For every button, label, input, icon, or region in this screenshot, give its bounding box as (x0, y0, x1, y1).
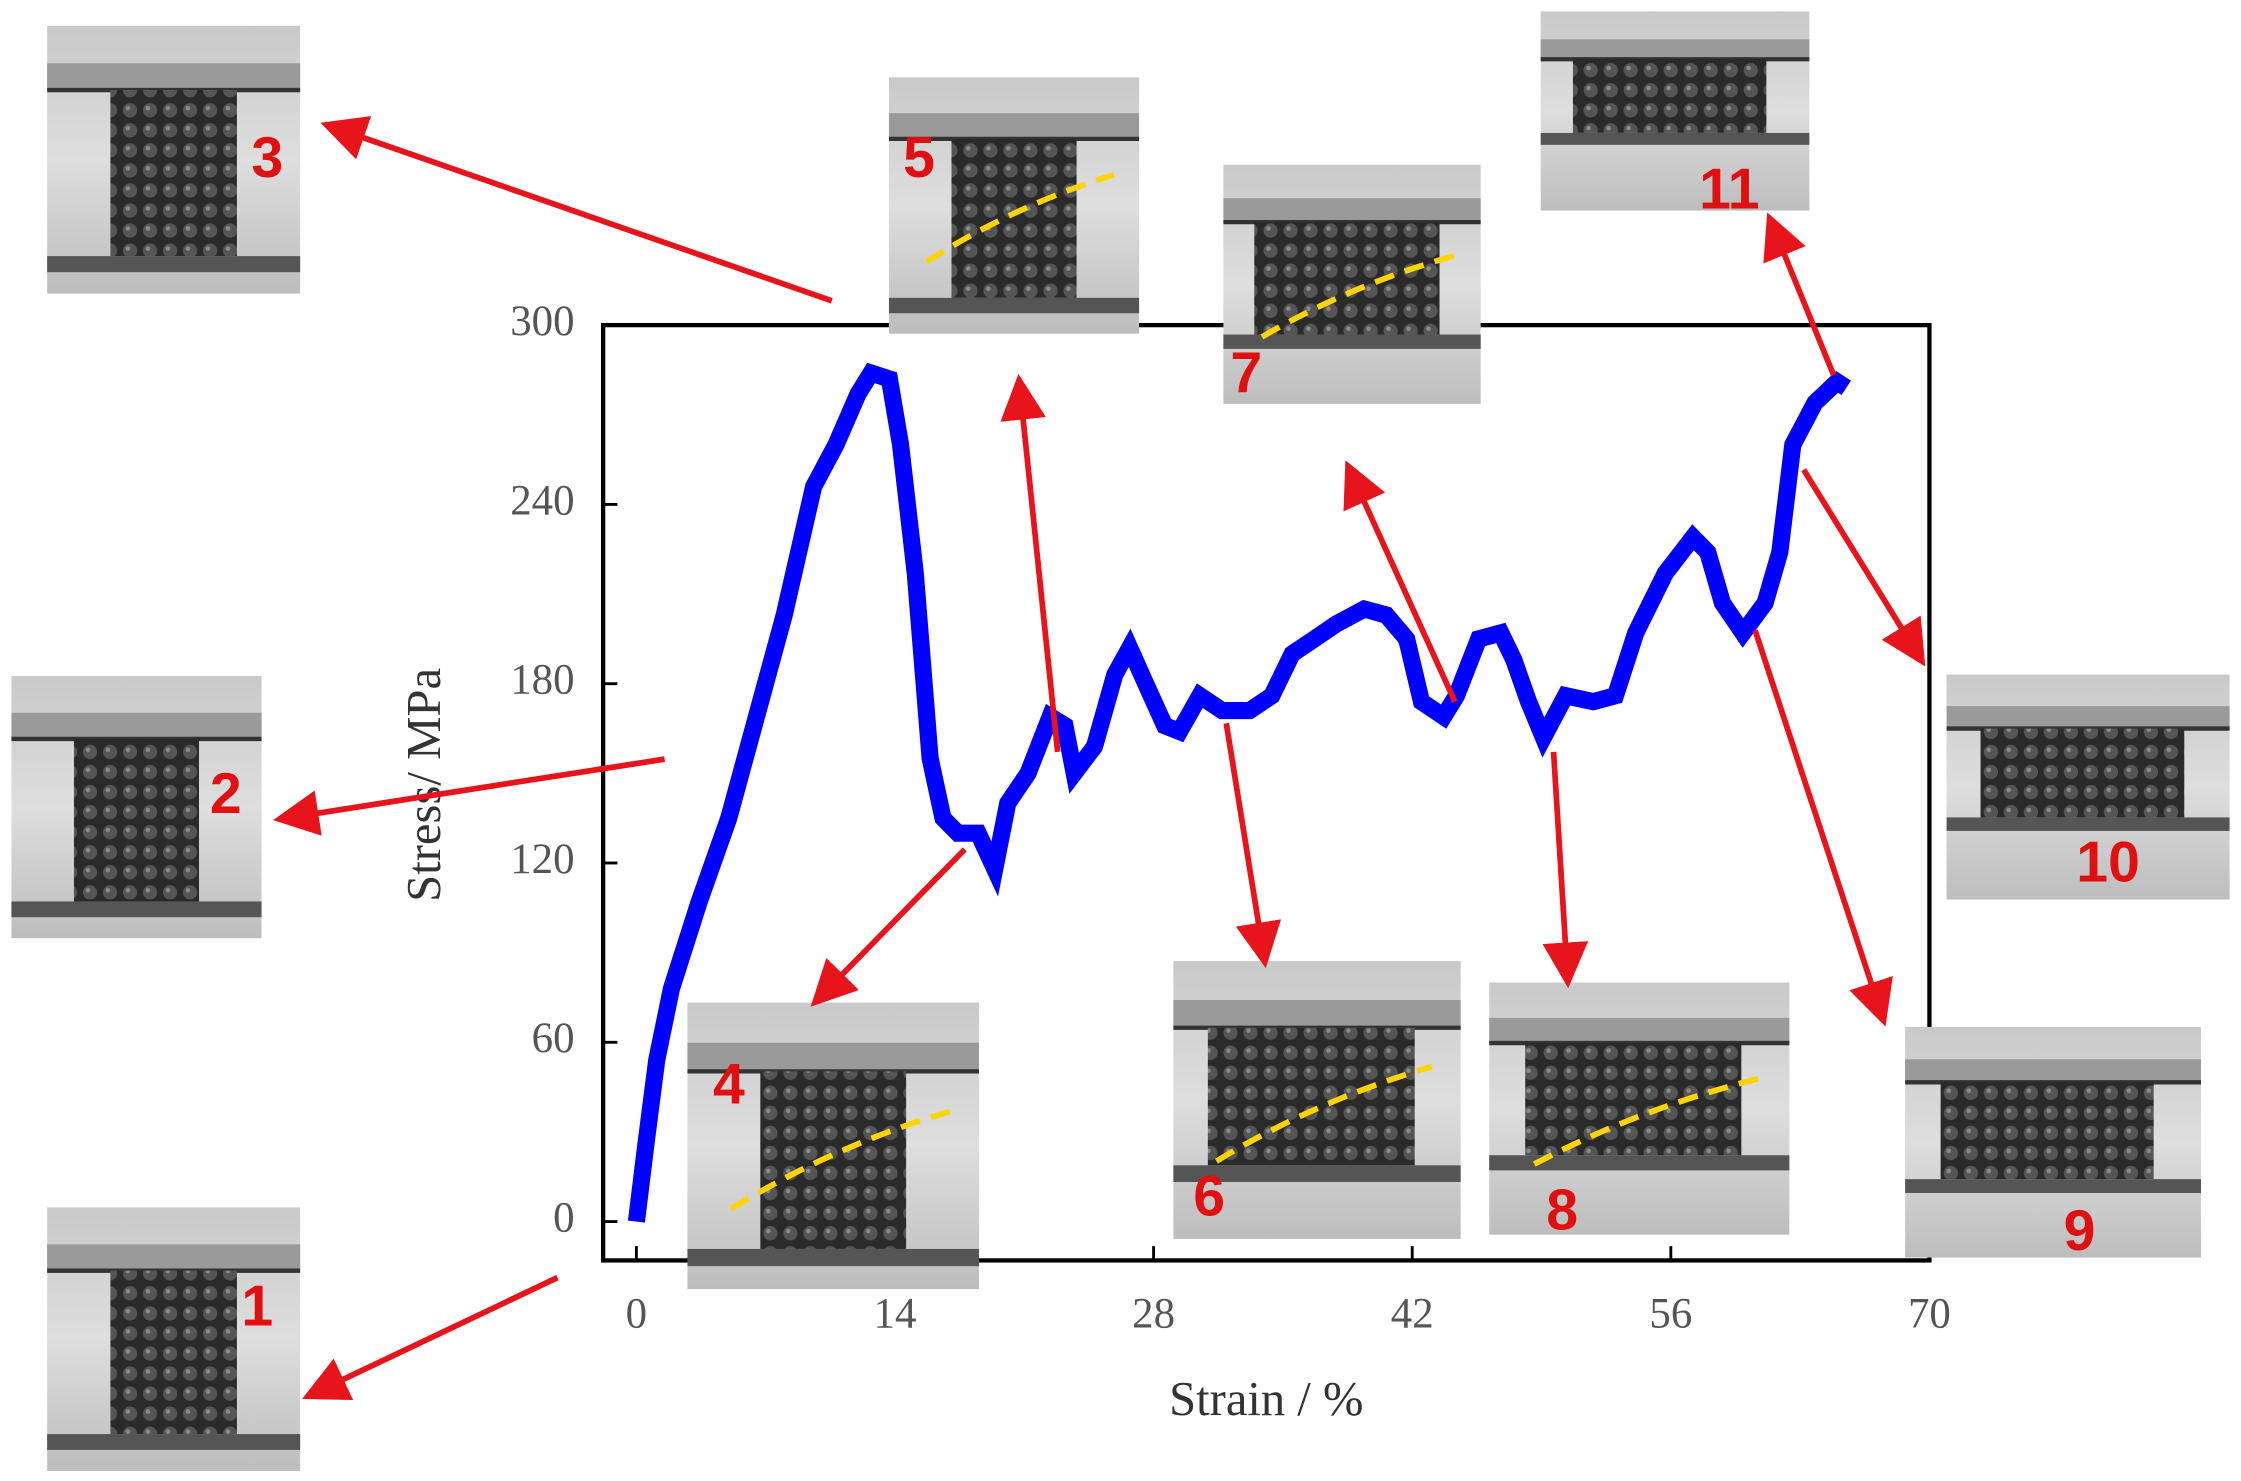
top-platen (888, 113, 1140, 139)
top-platen (1540, 39, 1810, 60)
photo-number: 1 (241, 1275, 273, 1339)
y-axis-label: Stress/ MPa (397, 668, 451, 902)
x-tick-label: 56 (1649, 1291, 1692, 1338)
lattice (1207, 1027, 1415, 1166)
photo-number: 8 (1546, 1179, 1578, 1243)
x-tick-label: 28 (1132, 1291, 1175, 1338)
y-tick-label: 120 (510, 836, 574, 883)
top-platen (11, 712, 262, 739)
specimen-photo: 2 (11, 676, 262, 939)
pointer-arrow (302, 1275, 559, 1401)
specimen-photo: 3 (47, 25, 301, 294)
pointer-arrow (1000, 373, 1061, 753)
photo-number: 2 (210, 762, 242, 826)
photo-number: 5 (903, 126, 935, 190)
stress-curve (627, 362, 1851, 1223)
specimen-photo: 10 (1946, 674, 2230, 900)
x-tick-label: 14 (874, 1291, 917, 1338)
x-axis-label: Strain / % (1169, 1372, 1363, 1426)
photo-number: 7 (1230, 341, 1262, 405)
pointer-arrow (1763, 212, 1837, 377)
crack-line (1214, 1063, 1433, 1164)
top-platen (1946, 706, 2230, 729)
lattice (1980, 728, 2185, 818)
specimen-photo: 11 (1540, 11, 1810, 222)
specimen-photo: 8 (1489, 982, 1790, 1243)
pointer-arrow (273, 756, 666, 836)
pointer-arrow (1223, 722, 1282, 969)
specimen-photo: 6 (1173, 961, 1461, 1239)
x-tick-label: 70 (1908, 1291, 1951, 1338)
top-platen (47, 63, 301, 91)
pointer-arrow (1343, 460, 1458, 704)
top-platen (1223, 198, 1481, 223)
lattice (73, 738, 200, 902)
x-tick-label: 42 (1391, 1291, 1434, 1338)
photo-number: 9 (2064, 1199, 2096, 1263)
bottom-platen (1173, 1165, 1461, 1182)
photo-number: 10 (2076, 831, 2140, 895)
lattice (951, 138, 1077, 298)
bottom-platen (1223, 334, 1481, 349)
lattice (760, 1071, 907, 1249)
pointer-arrow (1542, 751, 1589, 989)
y-tick-label: 240 (510, 477, 574, 524)
bottom-platen (1489, 1155, 1790, 1171)
pointer-arrow (1801, 468, 1926, 667)
photo-number: 3 (251, 126, 283, 190)
bottom-platen (1905, 1179, 2201, 1193)
bottom-platen (11, 901, 262, 918)
lattice (1940, 1082, 2154, 1180)
photo-number: 6 (1193, 1164, 1225, 1228)
specimen-photo: 5 (888, 77, 1140, 334)
bottom-platen (47, 1434, 301, 1450)
top-platen (687, 1042, 980, 1072)
top-platen (47, 1244, 301, 1271)
crack-line (1260, 252, 1456, 340)
bottom-platen (47, 256, 301, 273)
bottom-platen (888, 297, 1140, 314)
bottom-platen (687, 1248, 980, 1267)
y-tick-label: 60 (532, 1015, 575, 1062)
lattice (1572, 59, 1767, 133)
photo-number: 11 (1699, 157, 1759, 221)
y-tick-label: 0 (553, 1194, 574, 1241)
bottom-platen (1540, 132, 1810, 145)
y-tick-label: 300 (510, 298, 574, 345)
crack-line (924, 172, 1115, 265)
pointer-arrow (320, 116, 833, 304)
top-platen (1489, 1017, 1790, 1044)
specimen-photo: 7 (1223, 164, 1481, 405)
lattice (1254, 222, 1440, 335)
lattice (110, 1270, 237, 1435)
lattice (1525, 1043, 1742, 1156)
specimen-photo: 1 (47, 1207, 301, 1471)
x-tick-label: 0 (626, 1291, 647, 1338)
top-platen (1905, 1059, 2201, 1083)
specimen-photo: 9 (1905, 1026, 2201, 1263)
bottom-platen (1946, 817, 2230, 831)
photo-number: 4 (713, 1053, 745, 1117)
y-tick-label: 180 (510, 657, 574, 704)
pointer-arrow (1752, 629, 1893, 1027)
lattice (110, 90, 237, 257)
pointer-arrow (810, 847, 967, 1007)
top-platen (1173, 999, 1461, 1028)
specimen-photo: 4 (687, 1002, 980, 1290)
